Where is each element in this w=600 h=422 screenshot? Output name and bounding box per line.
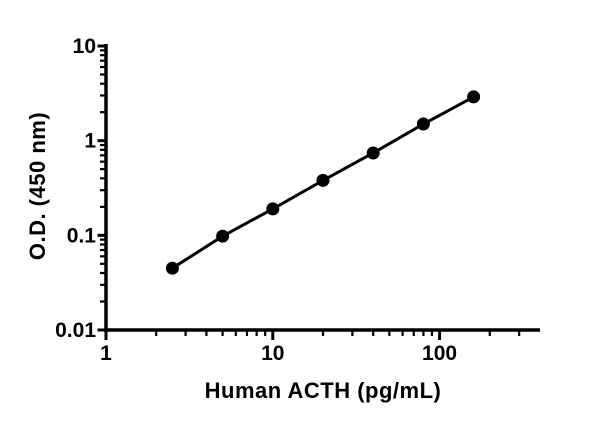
x-tick-label: 1	[100, 342, 112, 365]
data-point-marker	[165, 261, 179, 275]
data-point-marker	[416, 117, 430, 131]
y-tick-label: 10	[73, 35, 96, 58]
data-point-marker	[467, 90, 481, 104]
y-axis-title: O.D. (450 nm)	[25, 111, 50, 261]
y-tick-label: 0.01	[55, 319, 96, 342]
data-point-marker	[216, 229, 230, 243]
data-point-marker	[316, 173, 330, 187]
y-tick-label: 0.1	[67, 224, 97, 247]
x-tick-label: 10	[261, 342, 284, 365]
x-tick-label: 100	[422, 342, 457, 365]
data-point-marker	[366, 146, 380, 160]
y-tick-label: 1	[84, 130, 96, 153]
x-axis-title: Human ACTH (pg/mL)	[204, 378, 442, 403]
data-point-marker	[266, 202, 280, 216]
